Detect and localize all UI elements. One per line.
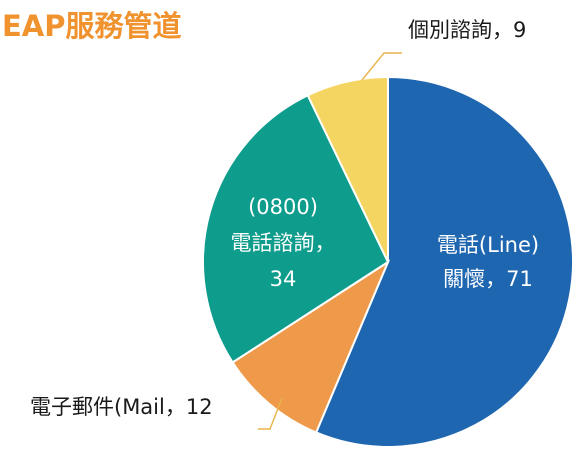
slice-label-line: 關懷，71: [443, 267, 533, 291]
slice-labels: 電話(Line) 關懷，71 電子郵件(Mail，12 (0800) 電話諮詢， 34 個別…: [30, 18, 539, 419]
leader-line: [258, 397, 283, 430]
pie-slice: [231, 259, 391, 434]
pie-slices: [202, 75, 574, 448]
leader-line: [361, 52, 402, 81]
slice-label-line: 電子郵件(Mail，12: [30, 395, 213, 419]
slice-label-line: 電話(Line): [437, 233, 539, 257]
chart-title: EAP服務管道: [2, 9, 182, 43]
leader-lines: [258, 52, 402, 430]
slice-label: 個別諮詢，9: [408, 18, 526, 42]
slice-label-line: 電話諮詢，: [231, 231, 336, 255]
slice-label: 電話(Line) 關懷，71: [437, 233, 539, 291]
slice-label-line: (0800): [248, 195, 318, 219]
slice-label: 電子郵件(Mail，12: [30, 395, 213, 419]
pie-slice: [306, 75, 389, 263]
pie-slice: [314, 75, 574, 448]
slice-label-line: 34: [270, 267, 297, 291]
pie-slice: [202, 93, 390, 364]
slice-label-line: 個別諮詢，9: [408, 18, 526, 42]
slice-label: (0800) 電話諮詢， 34: [231, 195, 336, 291]
